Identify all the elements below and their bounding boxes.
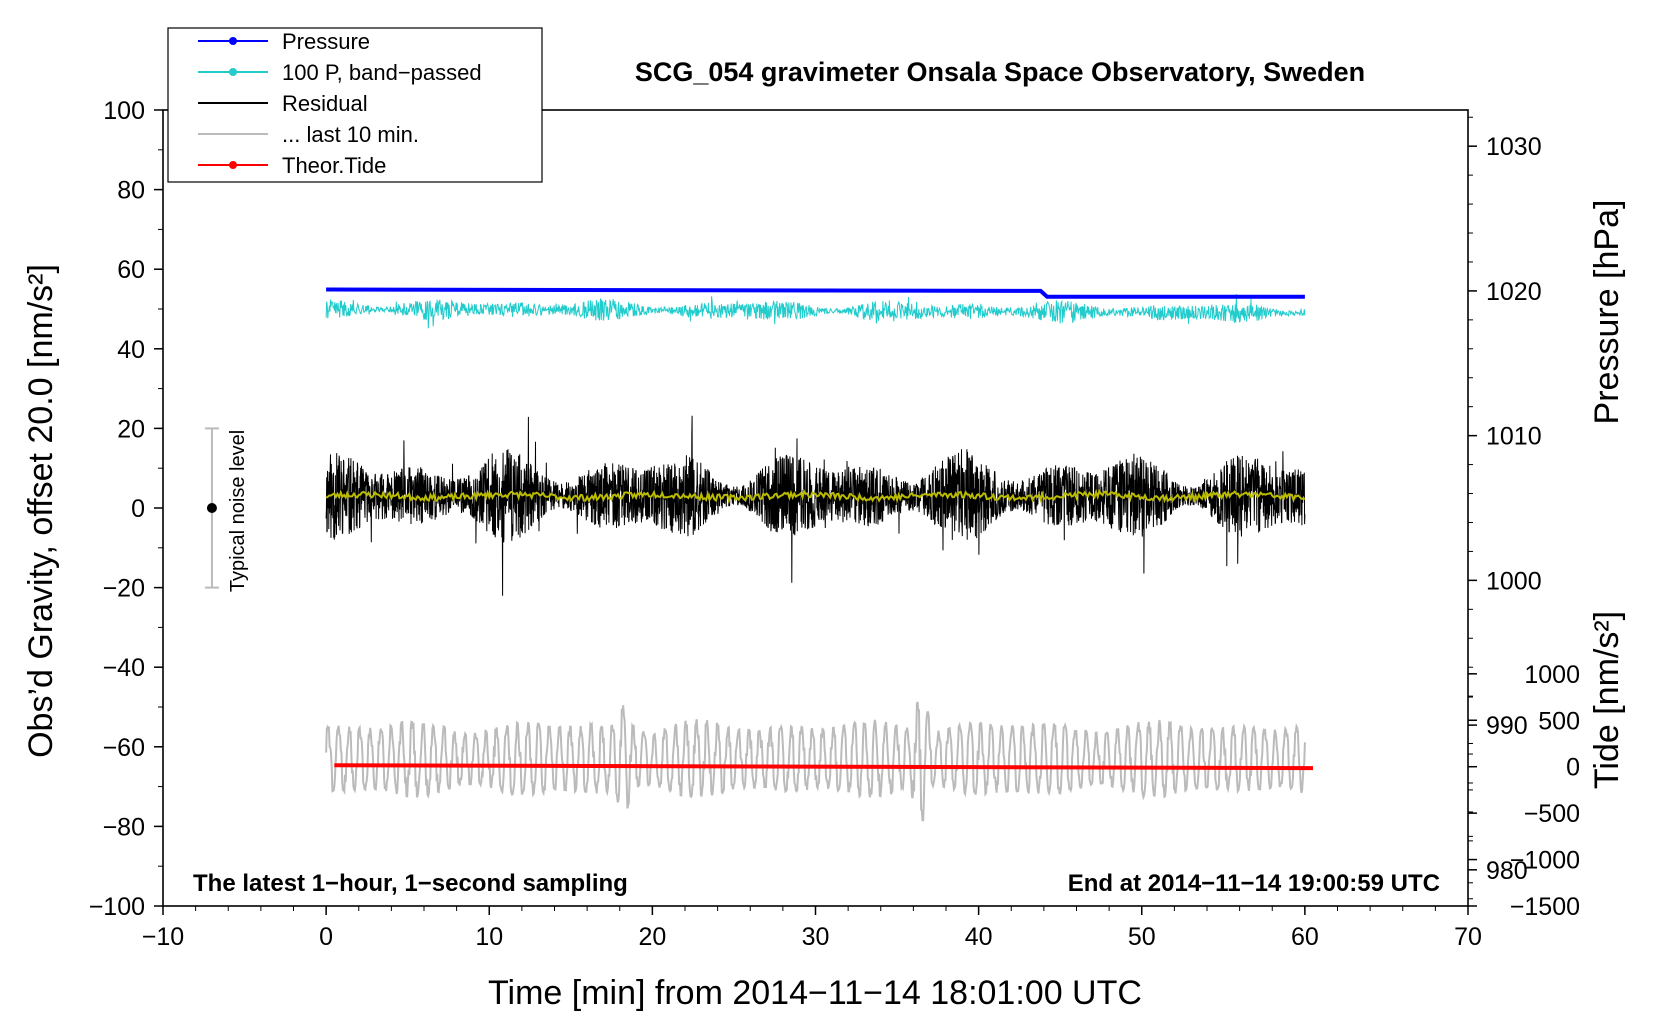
y-tick-label: −60 bbox=[103, 734, 145, 762]
series-pressure bbox=[326, 287, 1305, 299]
x-tick-label: −10 bbox=[142, 923, 184, 951]
chart-title: SCG_054 gravimeter Onsala Space Observat… bbox=[635, 57, 1365, 87]
pressure-tick-label: 1000 bbox=[1486, 567, 1542, 595]
y-tick-label: −100 bbox=[89, 893, 145, 921]
pressure-tick-label: 1020 bbox=[1486, 278, 1542, 306]
axes-layer: −10 0 10 20 30 40 50 60 70100806040200−20−40−60−… bbox=[89, 97, 1580, 951]
series-last-10-min bbox=[325, 701, 1306, 822]
tide-tick-label: 1000 bbox=[1524, 661, 1580, 689]
series-theoretical-tide bbox=[334, 763, 1314, 771]
y-tick-label: 60 bbox=[117, 256, 145, 284]
legend-box bbox=[167, 27, 543, 183]
x-tick-label: 10 bbox=[475, 923, 503, 951]
legend: Pressure 100 P, band−passed Residual ... la… bbox=[167, 27, 543, 183]
x-tick-label: 50 bbox=[1128, 923, 1156, 951]
noise-center-dot bbox=[206, 503, 217, 513]
tide-tick-label: −1500 bbox=[1510, 893, 1580, 921]
tide-tick-label: 500 bbox=[1538, 707, 1580, 735]
pressure-tick-label: 990 bbox=[1486, 712, 1528, 740]
pressure-tick-label: 980 bbox=[1486, 857, 1528, 885]
x-tick-label: 40 bbox=[965, 923, 993, 951]
x-tick-label: 60 bbox=[1291, 923, 1319, 951]
y-tick-label: 80 bbox=[117, 177, 145, 205]
pressure-axis-label: Pressure [hPa] bbox=[1588, 200, 1626, 425]
legend-label: ... last 10 min. bbox=[282, 122, 419, 147]
note-left: The latest 1−hour, 1−second sampling bbox=[193, 870, 628, 897]
y-axis-label: Obs’d Gravity, offset 20.0 [nm/s²] bbox=[22, 264, 60, 758]
y-tick-label: 40 bbox=[117, 336, 145, 364]
x-tick-label: 20 bbox=[638, 923, 666, 951]
series-layer bbox=[204, 287, 1314, 822]
y-tick-label: 20 bbox=[117, 415, 145, 443]
legend-label: 100 P, band−passed bbox=[282, 60, 482, 85]
series-band-passed-pressure bbox=[325, 293, 1306, 329]
tide-tick-label: 0 bbox=[1566, 754, 1580, 782]
series-residual bbox=[325, 415, 1306, 596]
legend-marker bbox=[229, 68, 237, 76]
legend-label: Residual bbox=[282, 91, 368, 116]
series-residual-smoothed bbox=[325, 488, 1305, 505]
y-tick-label: −20 bbox=[103, 575, 145, 603]
tide-tick-label: −500 bbox=[1524, 800, 1580, 828]
noise-level-label: Typical noise level bbox=[227, 430, 249, 592]
x-tick-label: 0 bbox=[319, 923, 333, 951]
legend-marker bbox=[229, 161, 237, 169]
y-tick-label: 0 bbox=[131, 495, 145, 523]
tide-axis-label: Tide [nm/s²] bbox=[1588, 611, 1626, 789]
legend-label: Pressure bbox=[282, 29, 370, 54]
tide-tick-label: −1000 bbox=[1510, 847, 1580, 875]
legend-marker bbox=[229, 37, 237, 45]
y-tick-label: −80 bbox=[103, 813, 145, 841]
legend-label: Theor.Tide bbox=[282, 153, 386, 178]
note-right: End at 2014−11−14 19:00:59 UTC bbox=[1068, 870, 1440, 897]
y-tick-label: 100 bbox=[103, 97, 145, 125]
x-tick-label: 30 bbox=[802, 923, 830, 951]
pressure-tick-label: 1030 bbox=[1486, 133, 1542, 161]
x-axis-label: Time [min] from 2014−11−14 18:01:00 UTC bbox=[488, 974, 1142, 1012]
y-tick-label: −40 bbox=[103, 654, 145, 682]
pressure-tick-label: 1010 bbox=[1486, 423, 1542, 451]
x-tick-label: 70 bbox=[1454, 923, 1482, 951]
